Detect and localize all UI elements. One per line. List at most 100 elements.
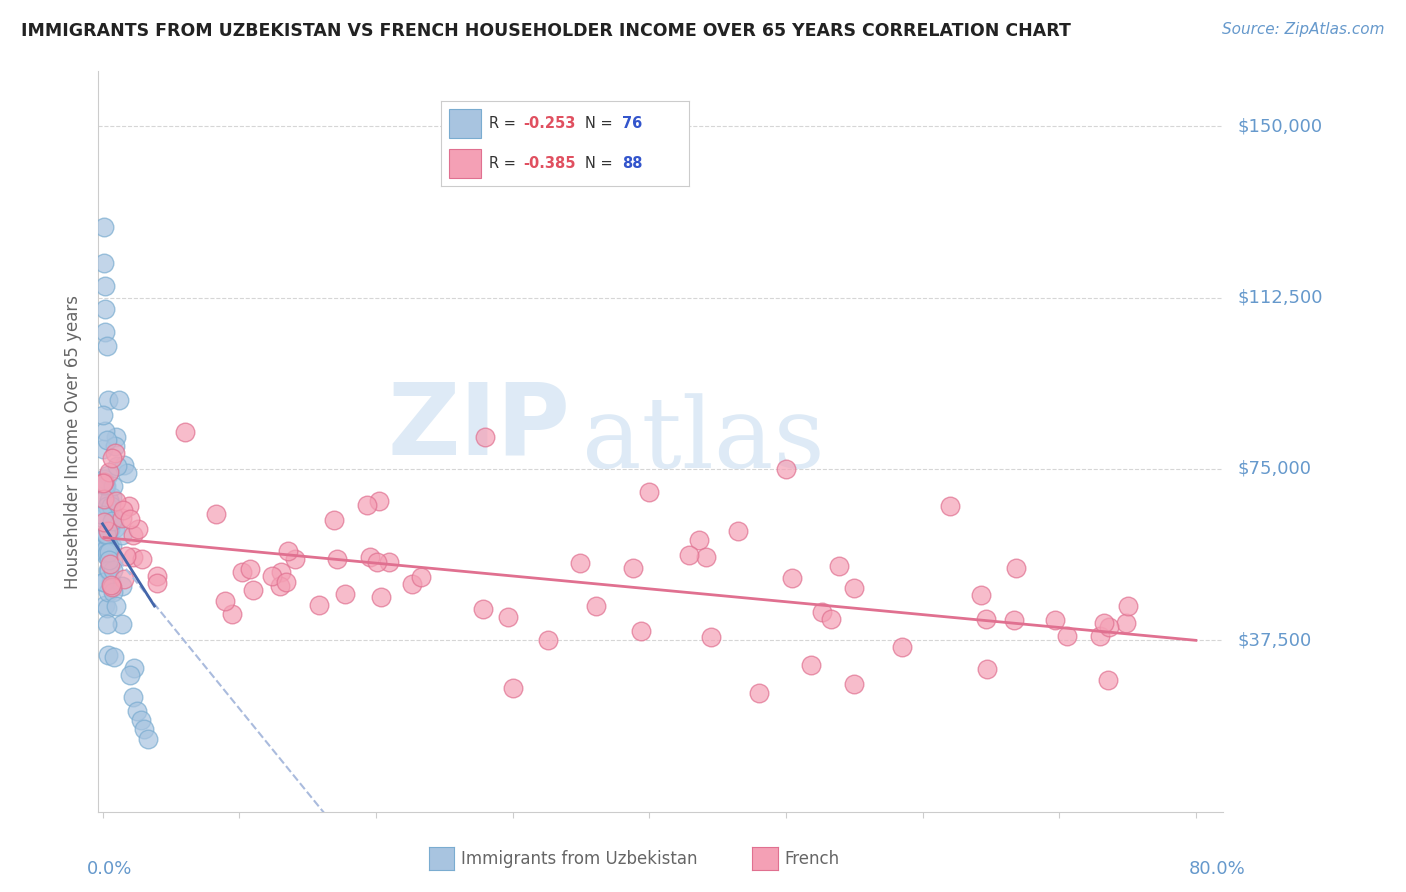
- Point: [114, 458, 136, 472]
- Point: [93, 424, 115, 438]
- Point: [91, 475, 114, 490]
- Point: [214, 594, 236, 608]
- Text: $75,000: $75,000: [1237, 460, 1312, 478]
- Point: [100, 500, 122, 514]
- Point: [359, 549, 381, 564]
- Point: [111, 503, 134, 517]
- Point: [111, 616, 134, 631]
- Point: [93, 491, 115, 506]
- Point: [1115, 615, 1137, 630]
- Point: [1092, 616, 1115, 631]
- Point: [91, 508, 114, 522]
- Point: [748, 686, 770, 700]
- Point: [146, 569, 169, 583]
- Point: [127, 522, 149, 536]
- Text: ZIP: ZIP: [388, 378, 571, 475]
- Point: [93, 539, 115, 553]
- Point: [94, 279, 117, 293]
- Point: [96, 542, 118, 557]
- Point: [800, 657, 823, 672]
- Point: [409, 570, 432, 584]
- Text: $112,500: $112,500: [1237, 289, 1323, 307]
- Point: [93, 493, 115, 508]
- Point: [104, 445, 127, 459]
- Point: [976, 662, 998, 676]
- Point: [221, 607, 243, 622]
- Text: atlas: atlas: [582, 393, 825, 490]
- Point: [270, 566, 292, 580]
- Point: [105, 494, 128, 508]
- Text: French: French: [785, 850, 839, 868]
- Point: [96, 533, 118, 548]
- Point: [276, 575, 298, 590]
- Point: [97, 524, 120, 538]
- Point: [100, 578, 122, 592]
- Point: [97, 585, 120, 599]
- Point: [939, 499, 962, 513]
- Point: [122, 549, 145, 564]
- Point: [125, 704, 148, 718]
- Point: [97, 465, 120, 479]
- Point: [537, 633, 560, 648]
- Point: [173, 425, 195, 440]
- Point: [136, 731, 159, 746]
- Point: [93, 515, 115, 529]
- Point: [377, 556, 399, 570]
- Point: [146, 576, 169, 591]
- Point: [496, 609, 519, 624]
- Point: [94, 544, 117, 558]
- Point: [91, 536, 114, 550]
- Point: [242, 582, 264, 597]
- Point: [108, 393, 131, 408]
- Text: $37,500: $37,500: [1237, 632, 1312, 649]
- Point: [974, 612, 997, 626]
- Point: [96, 548, 118, 562]
- Point: [98, 553, 121, 567]
- Point: [118, 667, 141, 681]
- Point: [104, 521, 127, 535]
- Point: [112, 572, 135, 586]
- Point: [1097, 620, 1119, 634]
- Point: [93, 301, 115, 316]
- Point: [356, 498, 378, 512]
- Point: [97, 533, 120, 547]
- Point: [103, 585, 125, 599]
- Point: [630, 624, 652, 638]
- Point: [269, 579, 291, 593]
- Point: [96, 526, 118, 541]
- Point: [96, 535, 118, 549]
- Point: [333, 587, 356, 601]
- Point: [231, 565, 253, 579]
- Point: [96, 600, 118, 615]
- Point: [91, 574, 114, 589]
- Point: [115, 466, 138, 480]
- Point: [107, 458, 129, 473]
- Point: [970, 588, 993, 602]
- Point: [97, 539, 120, 553]
- Point: [98, 557, 121, 571]
- Point: [93, 256, 115, 270]
- Point: [401, 576, 423, 591]
- Point: [1005, 561, 1028, 575]
- Text: 80.0%: 80.0%: [1189, 860, 1246, 878]
- Point: [1002, 613, 1025, 627]
- Point: [366, 555, 388, 569]
- Point: [100, 490, 122, 504]
- Point: [101, 539, 124, 553]
- Point: [308, 598, 330, 612]
- Point: [474, 430, 496, 444]
- Point: [1056, 629, 1078, 643]
- Point: [811, 605, 834, 619]
- Point: [502, 681, 524, 696]
- Point: [122, 528, 145, 542]
- Point: [132, 723, 155, 737]
- Point: [277, 544, 299, 558]
- Text: IMMIGRANTS FROM UZBEKISTAN VS FRENCH HOUSEHOLDER INCOME OVER 65 YEARS CORRELATIO: IMMIGRANTS FROM UZBEKISTAN VS FRENCH HOU…: [21, 22, 1071, 40]
- Point: [820, 612, 842, 626]
- Text: $150,000: $150,000: [1237, 117, 1322, 136]
- Point: [98, 493, 121, 508]
- Point: [472, 601, 495, 615]
- Point: [97, 563, 120, 577]
- Point: [827, 558, 849, 573]
- Point: [1116, 599, 1139, 613]
